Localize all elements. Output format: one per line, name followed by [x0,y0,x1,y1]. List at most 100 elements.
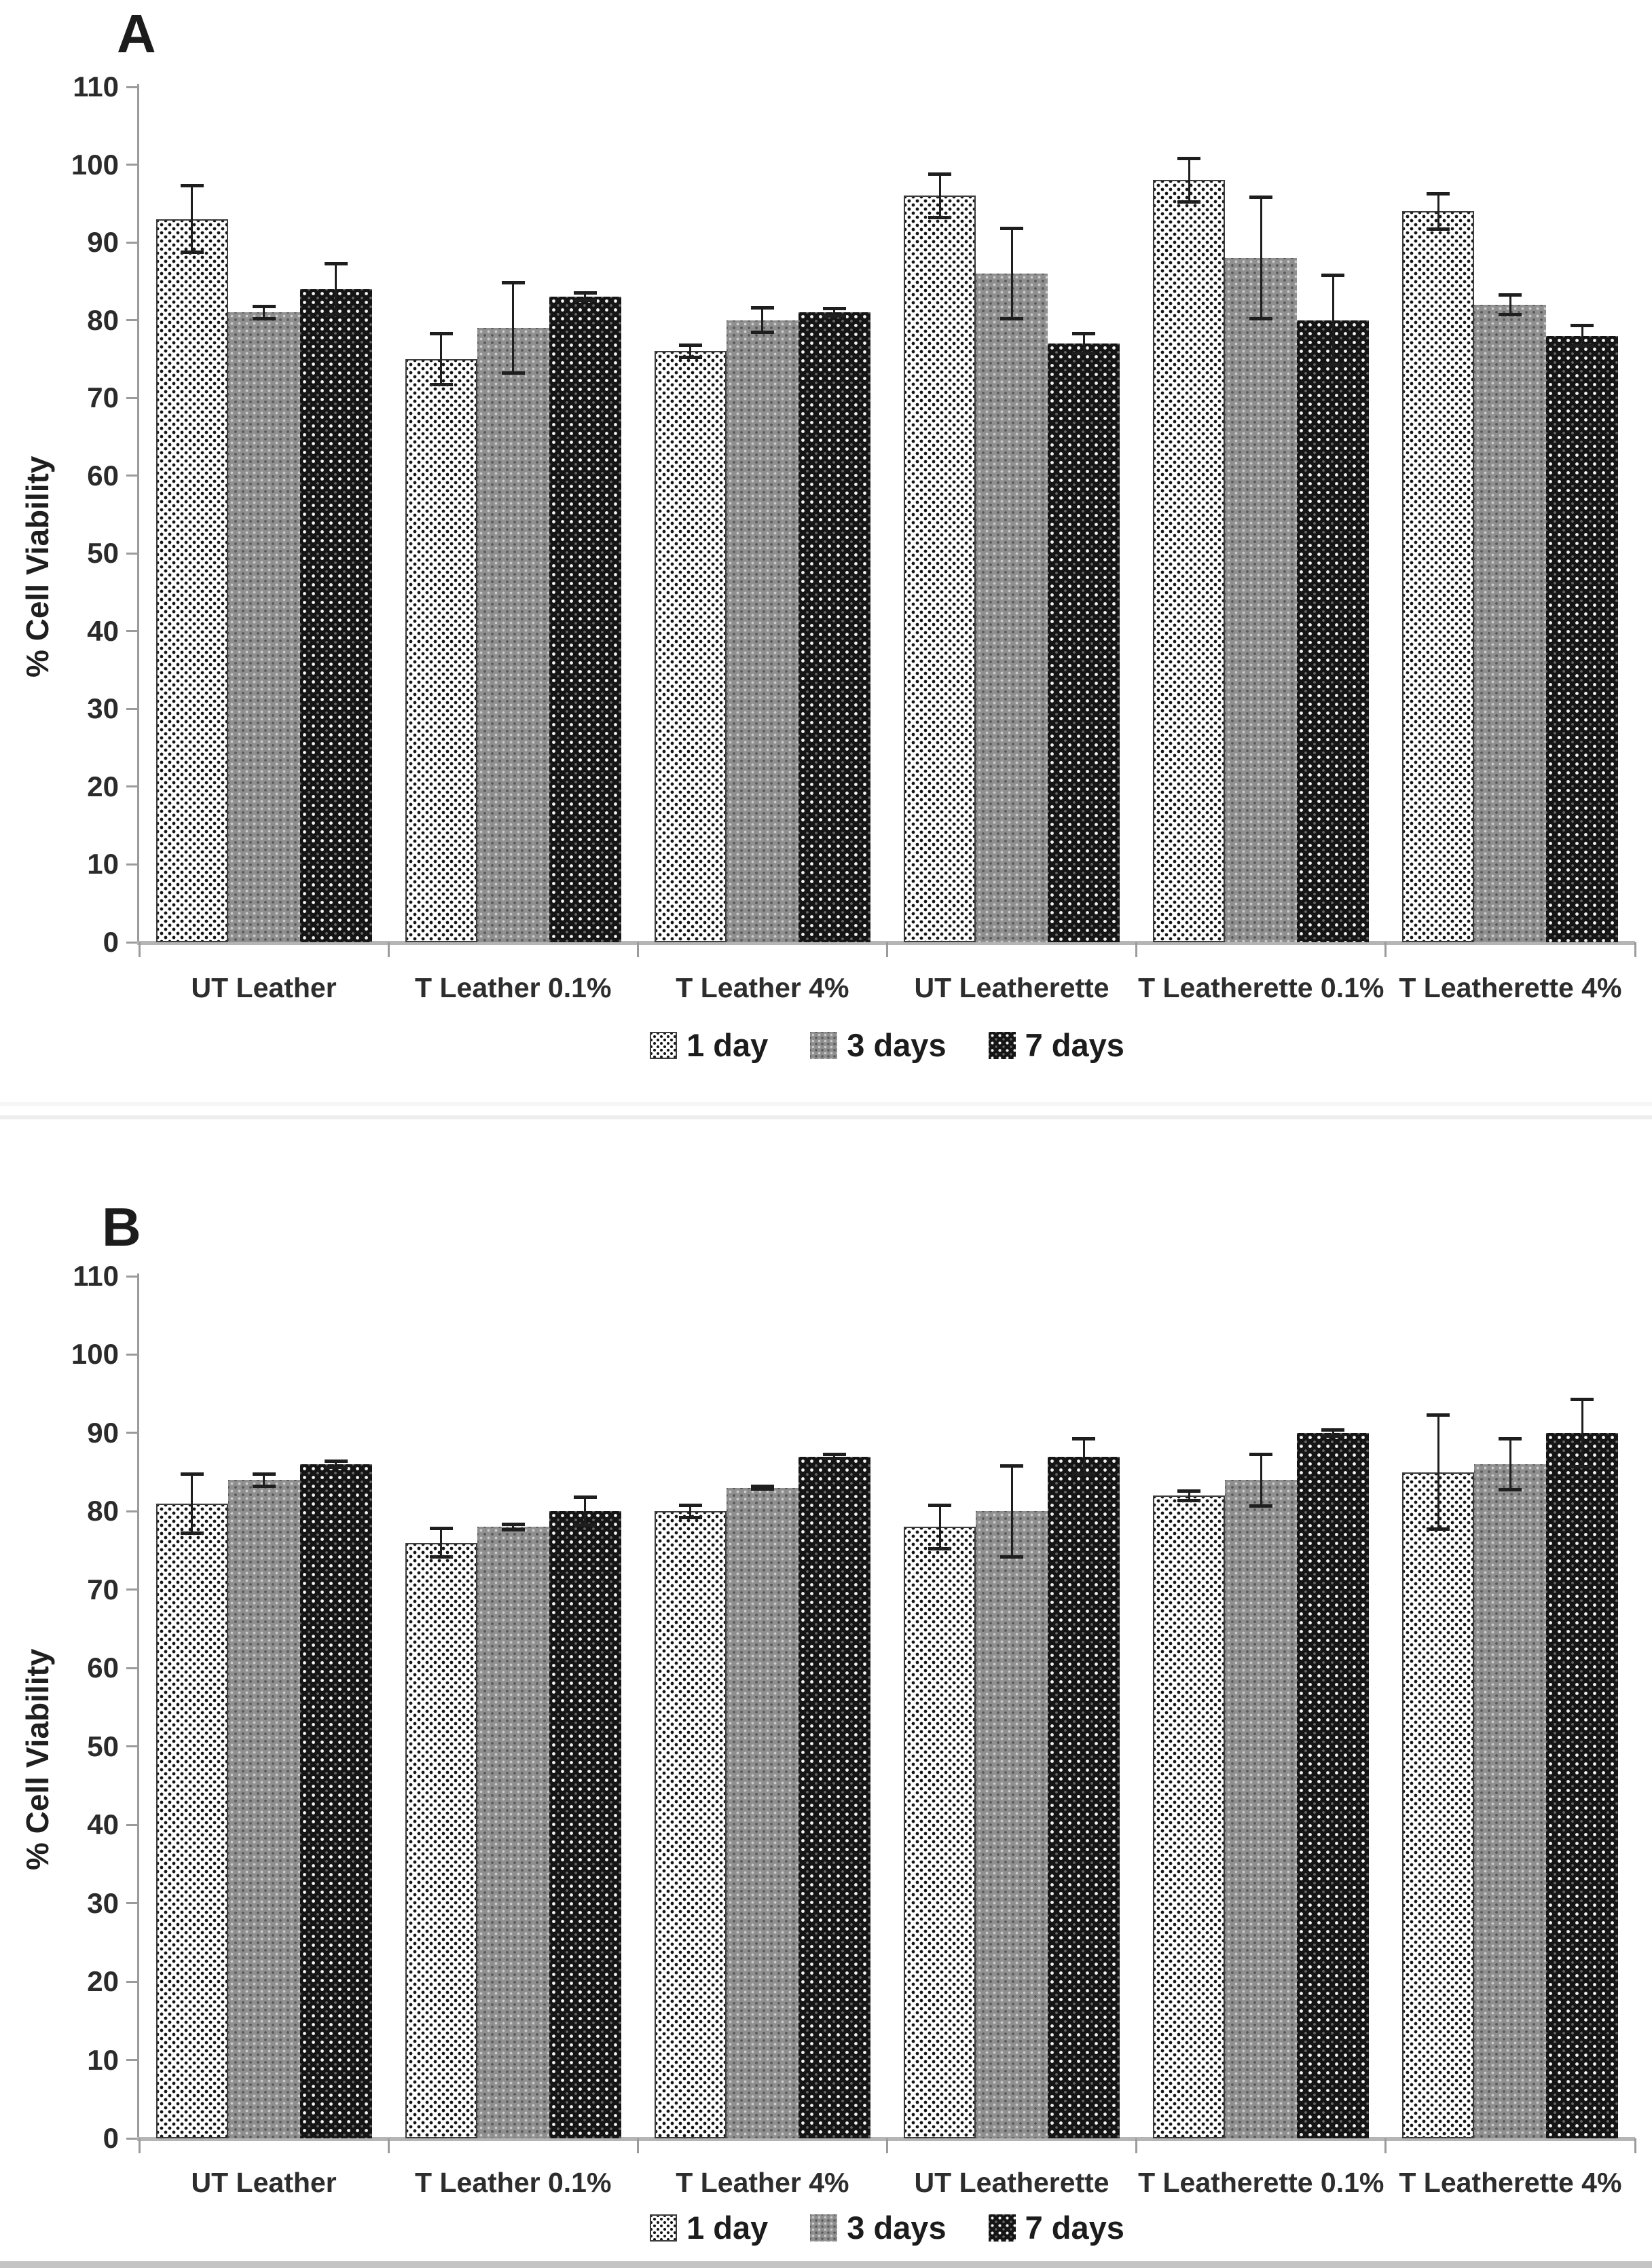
bar-1-day-UT-Leather [155,219,228,942]
error-bar-cap-top [678,1503,702,1507]
error-bar-cap-bottom [678,355,702,359]
y-tick-label: 40 [87,614,119,647]
error-bar [678,1503,702,1519]
bar-1-day-T-Leatherette-4- [1402,211,1475,942]
error-bar-line [938,1503,941,1551]
bar-7-days-UT-Leather [299,289,372,942]
bar-3-days-UT-Leatherette [976,1511,1048,2138]
bar-7-days-T-Leatherette-0-1- [1297,1432,1370,2138]
x-category-label: T Leatherette 4% [1399,972,1622,1003]
x-category-tick [636,2138,639,2153]
error-bar-cap-top [573,1495,597,1500]
error-bar-cap-top [1249,1452,1273,1456]
y-tick [126,2137,137,2140]
error-bar-line [938,172,941,219]
y-tick [126,2059,137,2062]
legend-label: 3 days [847,1027,947,1063]
error-bar-cap-top [678,343,702,347]
legend-swatch-1-day [650,1031,678,1059]
bar-1-day-T-Leather-0-1- [405,358,477,942]
error-bar-line [1332,1428,1334,1438]
error-bar-cap-bottom [324,312,348,316]
error-bar-cap-top [1321,273,1345,277]
bar-7-days-UT-Leather [299,1464,372,2138]
error-bar-cap-bottom [1072,1472,1096,1476]
bar-1-day-T-Leather-0-1- [405,1542,477,2138]
error-bar-cap-top [1499,1436,1522,1440]
bar-3-days-T-Leather-0-1- [477,328,549,942]
error-bar-cap-bottom [1427,1527,1450,1531]
x-category-label: T Leather 0.1% [415,2167,612,2198]
error-bar-line [1437,1413,1439,1531]
error-bar-cap-bottom [822,1457,846,1461]
error-bar [1571,1397,1594,1468]
legend-item-3-days: 3 days [810,2212,947,2244]
y-tick [126,1275,137,1278]
error-bar-cap-bottom [501,1528,525,1532]
y-tick [126,1432,137,1434]
error-bar-line [1260,196,1262,320]
error-bar-line [761,306,764,335]
error-bar [1499,1436,1522,1492]
y-tick-label: 30 [87,1886,119,1919]
error-bar-cap-top [252,1472,276,1476]
bar-3-days-T-Leather-0-1- [477,1527,549,2138]
error-bar [1000,227,1024,320]
y-tick-label: 20 [87,1965,119,1998]
bar-3-days-T-Leatherette-4- [1474,1464,1547,2138]
error-bar [324,261,348,316]
error-bar [1072,331,1096,356]
error-bar [928,1503,952,1551]
y-tick-label: 60 [87,1652,119,1684]
x-category-label: UT Leather [191,972,337,1003]
bar-1-day-UT-Leatherette [904,1527,976,2138]
error-bar [180,1472,204,1535]
error-bar-line [1437,191,1439,231]
error-bar-line [1010,227,1013,320]
error-bar [252,1472,276,1488]
y-tick-label: 90 [87,226,119,259]
error-bar [1249,1452,1273,1508]
y-tick [126,1902,137,1905]
y-tick-label: 0 [103,2122,119,2154]
error-bar-line [1082,1436,1085,1476]
error-bar-line [440,331,443,386]
y-tick-label: 10 [87,2043,119,2076]
error-bar-line [1010,1464,1013,1559]
x-category-tick [886,2138,888,2153]
x-category-tick [387,942,390,957]
error-bar-cap-bottom [429,382,453,386]
error-bar-cap-bottom [180,1531,204,1535]
x-category-tick [387,2138,390,2153]
error-bar-cap-bottom [1321,363,1345,367]
y-tick [126,1588,137,1591]
error-bar [1072,1436,1096,1476]
error-bar-cap-bottom [429,1555,453,1559]
error-bar-cap-top [750,1485,774,1489]
error-bar-cap-top [501,281,525,285]
x-category-tick [1634,942,1636,957]
error-bar-cap-top [1571,1397,1594,1401]
bar-3-days-T-Leatherette-0-1- [1225,1480,1298,2138]
y-tick-label: 30 [87,692,119,725]
error-bar [1000,1464,1024,1559]
error-bar-cap-bottom [1249,316,1273,320]
bar-7-days-T-Leather-0-1- [549,297,621,942]
legend-swatch-7-days [988,2214,1016,2242]
error-bar [1321,273,1345,367]
error-bar-line [1082,331,1085,356]
error-bar [429,331,453,386]
error-bar [1499,293,1522,316]
x-category-tick [1634,2138,1636,2153]
error-bar [1321,1428,1345,1438]
error-bar-cap-top [1571,324,1594,328]
legend-swatch-3-days [810,1031,838,1059]
error-bar-cap-bottom [324,1466,348,1469]
x-category-label: T Leatherette 0.1% [1138,2167,1384,2198]
y-tick [126,1353,137,1356]
error-bar-line [512,1522,515,1532]
error-bar-line [833,307,836,318]
error-bar-line [263,1472,265,1488]
bar-7-days-UT-Leatherette [1048,1456,1120,2138]
error-bar-cap-bottom [1427,227,1450,231]
